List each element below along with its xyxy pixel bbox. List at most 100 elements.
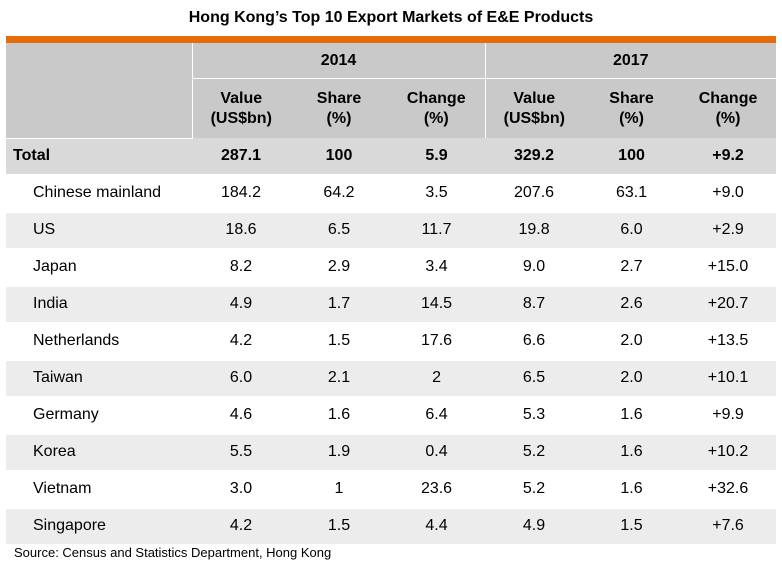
value-2014: 3.0 — [192, 469, 290, 508]
value-2017: 6.5 — [485, 358, 584, 397]
share-2017: 1.6 — [583, 432, 681, 471]
share-2014: 6.5 — [290, 210, 388, 249]
change-2017: +10.2 — [680, 432, 777, 471]
total-label: Total — [6, 138, 192, 175]
table-row: US 18.6 6.5 11.7 19.8 6.0 +2.9 — [6, 210, 777, 249]
market-name: Netherlands — [6, 321, 192, 360]
change-2017: +15.0 — [680, 247, 777, 286]
header-year-2017: 2017 — [484, 43, 777, 79]
market-name: Korea — [6, 432, 192, 471]
total-value-2017: 329.2 — [485, 138, 584, 175]
market-name: Singapore — [6, 506, 192, 544]
header-share-label: Share — [609, 89, 654, 107]
change-2014: 17.6 — [388, 321, 486, 360]
export-markets-table: 2014 2017 Value (US$bn) Share (%) Change… — [6, 43, 777, 544]
header-value-unit: (US$bn) — [210, 109, 272, 127]
change-2017: +13.5 — [680, 321, 777, 360]
share-2014: 1 — [290, 469, 388, 508]
change-2017: +9.9 — [680, 395, 777, 434]
share-2014: 1.5 — [290, 321, 388, 360]
header-share-unit: (%) — [619, 109, 644, 127]
change-2017: +9.0 — [680, 173, 777, 212]
change-2017: +2.9 — [680, 210, 777, 249]
header-share-unit: (%) — [326, 109, 352, 127]
total-share-2017: 100 — [583, 138, 681, 175]
accent-bar — [6, 36, 776, 43]
table-row: Singapore 4.2 1.5 4.4 4.9 1.5 +7.6 — [6, 506, 777, 544]
share-2017: 2.0 — [583, 321, 681, 360]
value-2017: 9.0 — [485, 247, 584, 286]
total-value-2014: 287.1 — [192, 138, 290, 175]
change-2017: +20.7 — [680, 284, 777, 323]
share-2017: 2.6 — [583, 284, 681, 323]
market-name: Germany — [6, 395, 192, 434]
value-2014: 5.5 — [192, 432, 290, 471]
change-2017: +7.6 — [680, 506, 777, 544]
header-change-label: Change — [698, 89, 758, 107]
share-2014: 1.5 — [290, 506, 388, 544]
change-2014: 6.4 — [388, 395, 486, 434]
market-name: Chinese mainland — [6, 173, 192, 212]
header-value-label: Value — [220, 89, 263, 107]
table-title: Hong Kong’s Top 10 Export Markets of E&E… — [188, 9, 594, 26]
value-2014: 4.6 — [192, 395, 290, 434]
header-change-unit: (%) — [715, 109, 741, 127]
total-change-2014: 5.9 — [388, 138, 486, 175]
share-2017: 1.5 — [583, 506, 681, 544]
value-2017: 5.2 — [485, 432, 584, 471]
value-2014: 184.2 — [192, 173, 290, 212]
change-2014: 4.4 — [388, 506, 486, 544]
total-row: Total 287.1 100 5.9 329.2 100 +9.2 — [6, 138, 777, 175]
share-2017: 2.7 — [583, 247, 681, 286]
table-row: Netherlands 4.2 1.5 17.6 6.6 2.0 +13.5 — [6, 321, 777, 360]
header-change-label: Change — [406, 89, 466, 107]
value-2017: 5.2 — [485, 469, 584, 508]
value-2017: 4.9 — [485, 506, 584, 544]
header-corner — [6, 43, 192, 139]
header-year-row: 2014 2017 — [6, 43, 777, 139]
change-2014: 3.4 — [388, 247, 486, 286]
value-2014: 8.2 — [192, 247, 290, 286]
share-2014: 1.6 — [290, 395, 388, 434]
share-2014: 2.9 — [290, 247, 388, 286]
change-2017: +10.1 — [680, 358, 777, 397]
share-2017: 2.0 — [583, 358, 681, 397]
share-2014: 2.1 — [290, 358, 388, 397]
share-2017: 63.1 — [583, 173, 681, 212]
value-2017: 8.7 — [485, 284, 584, 323]
change-2014: 11.7 — [388, 210, 486, 249]
source-note: Source: Census and Statistics Department… — [14, 545, 332, 560]
header-columns-row: Value (US$bn) Share (%) Change (%) Value… — [6, 78, 777, 138]
header-value-2017: Value (US$bn) — [484, 78, 584, 138]
header-change-2017: Change (%) — [680, 78, 777, 138]
value-2017: 6.6 — [485, 321, 584, 360]
market-name: US — [6, 210, 192, 249]
total-share-2014: 100 — [290, 138, 388, 175]
market-name: Japan — [6, 247, 192, 286]
value-2017: 207.6 — [485, 173, 584, 212]
header-change-unit: (%) — [423, 109, 449, 127]
market-name: Vietnam — [6, 469, 192, 508]
share-2017: 6.0 — [583, 210, 681, 249]
share-2014: 1.7 — [290, 284, 388, 323]
value-2017: 19.8 — [485, 210, 584, 249]
header-value-label: Value — [513, 89, 556, 107]
value-2017: 5.3 — [485, 395, 584, 434]
change-2014: 23.6 — [388, 469, 486, 508]
change-2017: +32.6 — [680, 469, 777, 508]
table-row: Vietnam 3.0 1 23.6 5.2 1.6 +32.6 — [6, 469, 777, 508]
header-share-label: Share — [316, 89, 362, 107]
value-2014: 6.0 — [192, 358, 290, 397]
change-2014: 0.4 — [388, 432, 486, 471]
market-name: Taiwan — [6, 358, 192, 397]
value-2014: 4.2 — [192, 506, 290, 544]
share-2017: 1.6 — [583, 469, 681, 508]
value-2014: 4.9 — [192, 284, 290, 323]
value-2014: 4.2 — [192, 321, 290, 360]
share-2014: 1.9 — [290, 432, 388, 471]
share-2017: 1.6 — [583, 395, 681, 434]
table-row: India 4.9 1.7 14.5 8.7 2.6 +20.7 — [6, 284, 777, 323]
change-2014: 3.5 — [388, 173, 486, 212]
header-change-2014: Change (%) — [388, 78, 486, 138]
value-2014: 18.6 — [192, 210, 290, 249]
